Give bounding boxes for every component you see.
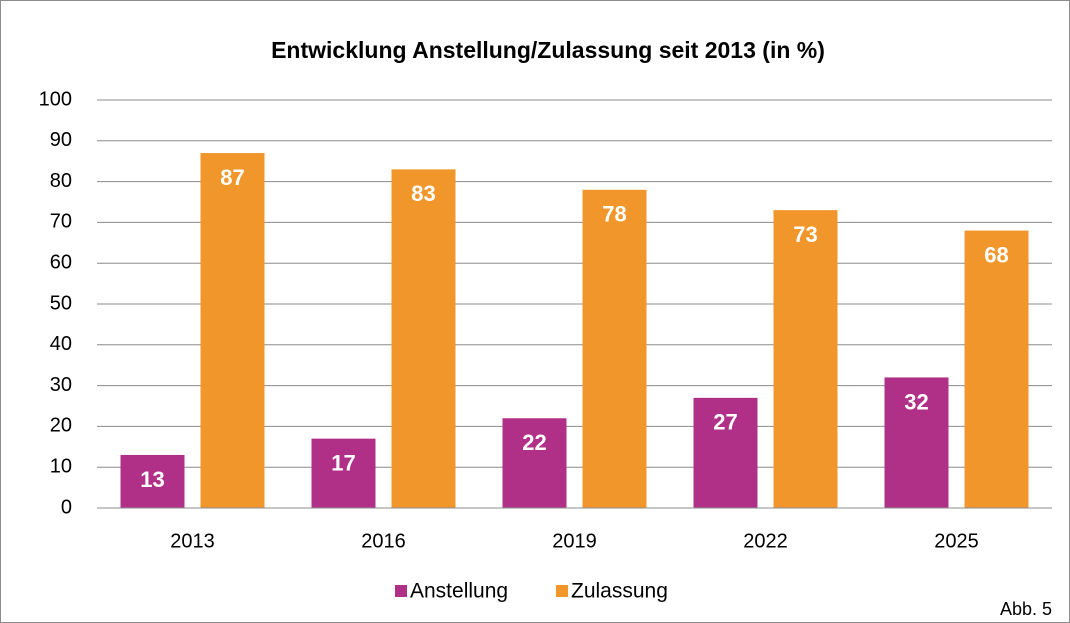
bar — [120, 454, 185, 508]
y-tick-label: 100 — [39, 88, 72, 110]
chart-title: Entwicklung Anstellung/Zulassung seit 20… — [271, 37, 825, 63]
value-label: 27 — [713, 410, 737, 435]
bar — [773, 210, 838, 508]
y-tick-label: 50 — [50, 292, 72, 314]
value-label: 22 — [522, 430, 546, 455]
legend-label: Anstellung — [410, 580, 508, 603]
value-label: 78 — [602, 202, 626, 227]
value-label: 68 — [984, 242, 1008, 267]
y-tick-label: 90 — [50, 129, 72, 151]
bar — [391, 169, 456, 509]
value-label: 17 — [331, 450, 355, 475]
y-tick-label: 70 — [50, 211, 72, 233]
y-tick-label: 80 — [50, 170, 72, 192]
y-tick-label: 30 — [50, 374, 72, 396]
x-tick-label: 2016 — [361, 530, 406, 552]
x-tick-label: 2025 — [934, 530, 979, 552]
bar — [502, 418, 567, 508]
y-tick-label: 10 — [50, 455, 72, 477]
legend-label: Zulassung — [571, 580, 668, 603]
x-tick-label: 2013 — [170, 530, 215, 552]
value-label: 73 — [793, 222, 817, 247]
y-tick-label: 40 — [50, 333, 72, 355]
legend-swatch — [395, 585, 407, 597]
legend-swatch — [556, 585, 568, 597]
x-tick-label: 2022 — [743, 530, 788, 552]
bar — [582, 189, 647, 508]
y-tick-label: 0 — [61, 496, 72, 518]
x-tick-label: 2019 — [552, 530, 597, 552]
value-label: 32 — [904, 389, 928, 414]
bar — [200, 153, 265, 509]
bar — [311, 438, 376, 508]
y-tick-label: 60 — [50, 251, 72, 273]
value-label: 13 — [140, 467, 164, 492]
bar — [964, 230, 1029, 508]
y-tick-label: 20 — [50, 415, 72, 437]
note: Abb. 5 — [1000, 599, 1052, 619]
value-label: 87 — [220, 165, 244, 190]
value-label: 83 — [411, 181, 435, 206]
bar — [693, 397, 758, 508]
bar — [884, 377, 949, 508]
